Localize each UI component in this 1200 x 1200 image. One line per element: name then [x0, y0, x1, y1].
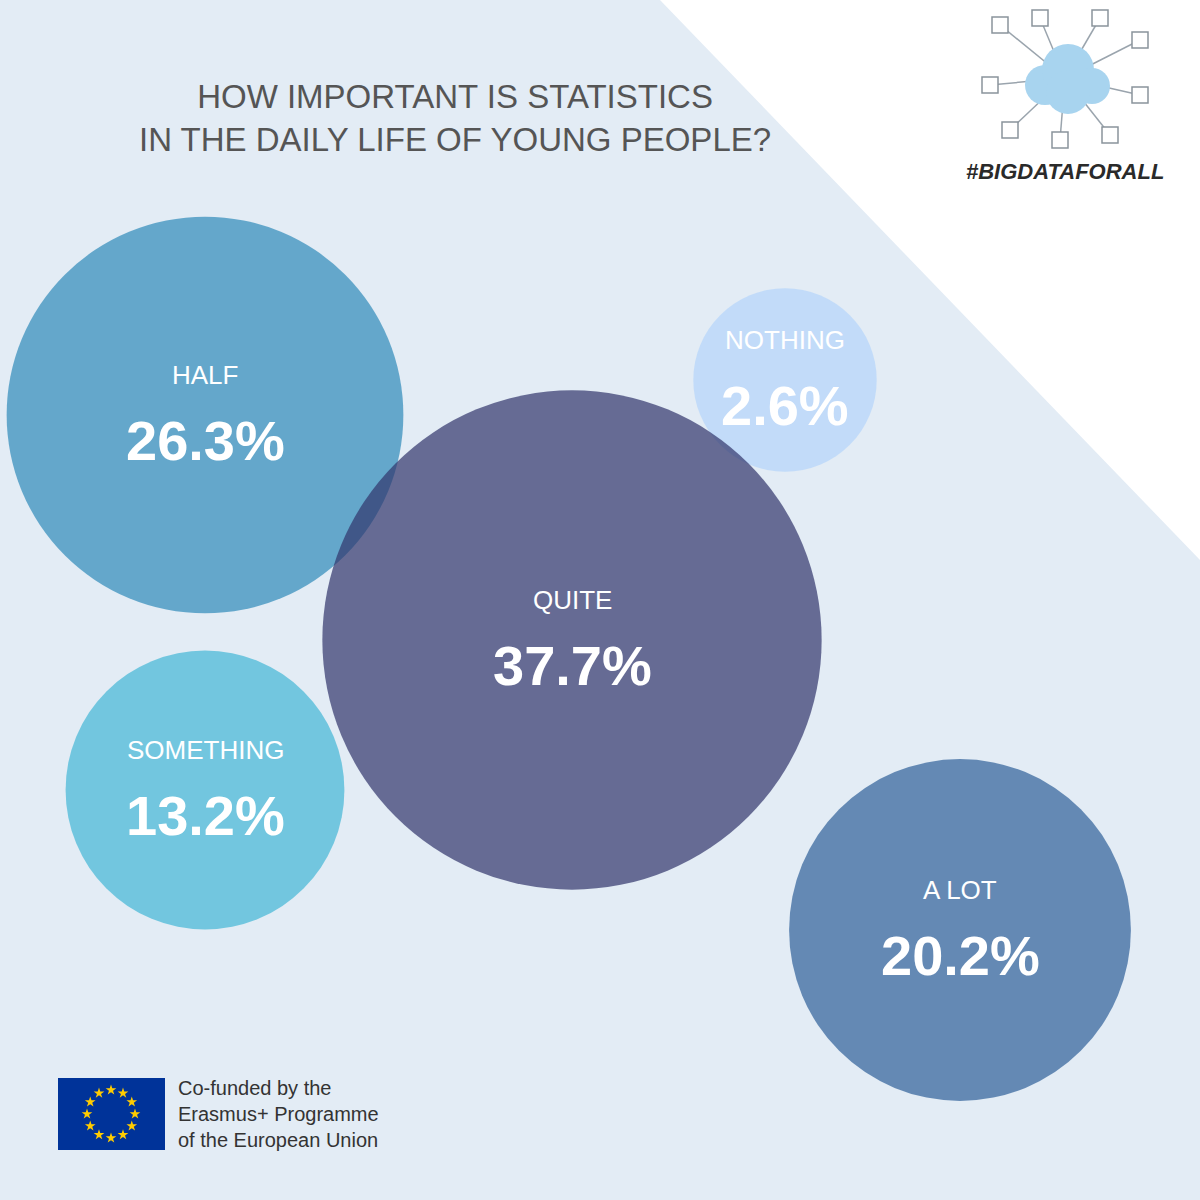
svg-text:Co-funded by theErasmus+ Progr: Co-funded by theErasmus+ Programmeof the…: [178, 1077, 379, 1151]
svg-text:13.2%: 13.2%: [126, 784, 285, 847]
svg-text:37.7%: 37.7%: [493, 634, 652, 697]
svg-text:QUITE: QUITE: [533, 585, 612, 615]
svg-text:HALF: HALF: [172, 360, 238, 390]
svg-text:26.3%: 26.3%: [126, 409, 285, 472]
svg-text:2.6%: 2.6%: [721, 374, 849, 437]
svg-text:NOTHING: NOTHING: [725, 325, 845, 355]
svg-text:SOMETHING: SOMETHING: [127, 735, 284, 765]
svg-text:20.2%: 20.2%: [881, 924, 1040, 987]
svg-text:#BIGDATAFORALL: #BIGDATAFORALL: [966, 159, 1164, 184]
svg-text:HOW IMPORTANT IS STATISTICSIN: HOW IMPORTANT IS STATISTICSIN THE DAILY …: [139, 78, 771, 158]
svg-text:A LOT: A LOT: [923, 875, 997, 905]
